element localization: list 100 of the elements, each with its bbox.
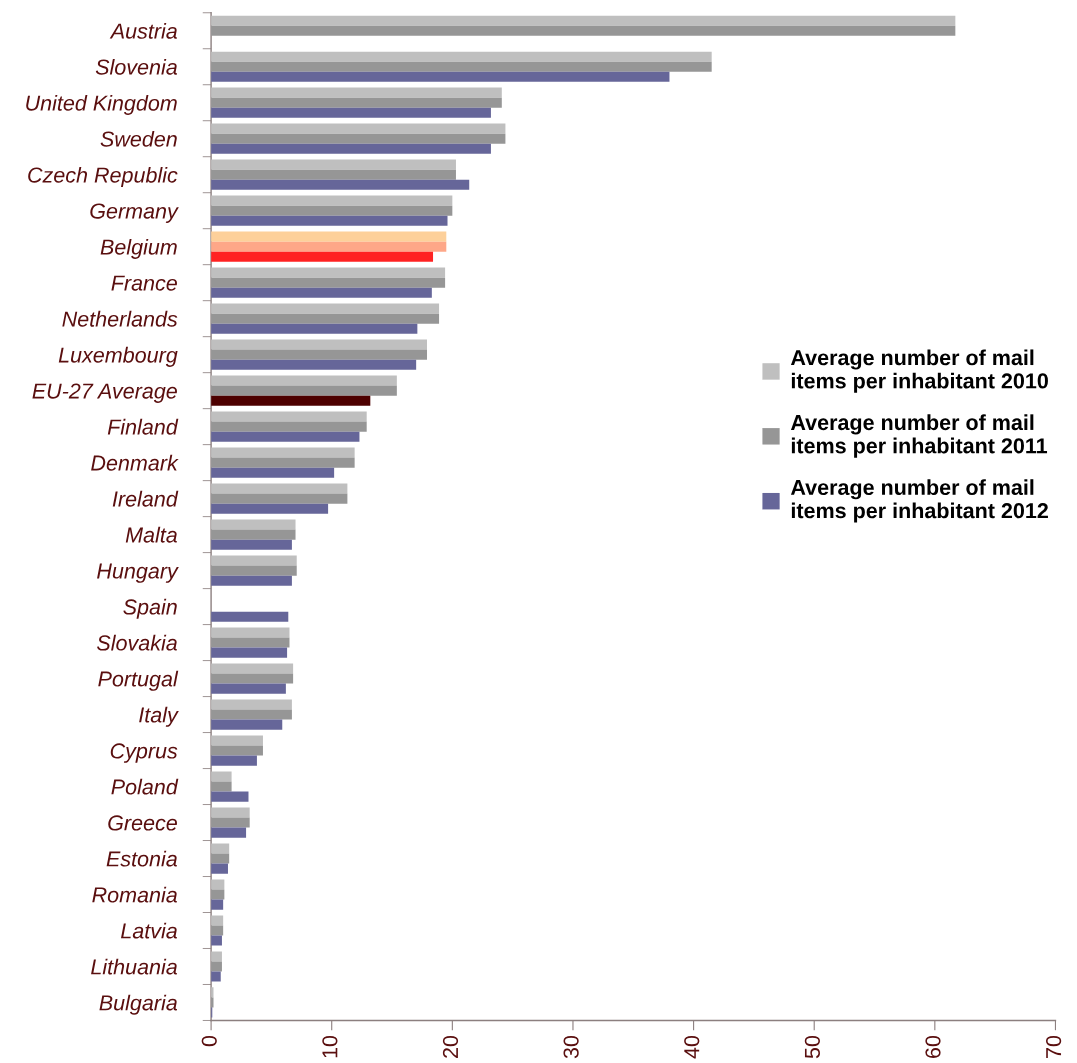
bar bbox=[211, 313, 440, 324]
bar bbox=[211, 575, 292, 586]
bar bbox=[211, 925, 224, 936]
bar bbox=[211, 899, 224, 910]
bar bbox=[211, 25, 956, 36]
bar bbox=[211, 755, 257, 766]
bar bbox=[211, 519, 296, 530]
bar bbox=[211, 15, 956, 26]
bar bbox=[211, 771, 232, 782]
bar bbox=[211, 503, 329, 514]
x-tick-label: 20 bbox=[442, 1035, 459, 1058]
bar bbox=[211, 663, 294, 674]
y-tick-label: Cyprus bbox=[110, 743, 178, 763]
bar bbox=[211, 51, 712, 62]
bar bbox=[211, 251, 434, 262]
bar bbox=[211, 555, 297, 566]
bar bbox=[211, 215, 448, 226]
legend-label: Average number of mail items per inhabitant 2012 bbox=[790, 479, 1048, 523]
bar bbox=[211, 143, 491, 154]
x-tick-label: 60 bbox=[925, 1035, 941, 1058]
x-tick-label: 40 bbox=[684, 1035, 700, 1059]
bar bbox=[211, 349, 428, 360]
y-tick-label: United Kingdom bbox=[26, 94, 177, 115]
y-tick-label: Finland bbox=[107, 418, 179, 435]
bar bbox=[211, 565, 297, 576]
bar bbox=[211, 483, 348, 494]
legend-label: Average number of mail items per inhabitant 2011 bbox=[790, 414, 1048, 458]
y-tick-label: Austria bbox=[109, 22, 178, 39]
bar bbox=[211, 827, 247, 838]
bar bbox=[211, 709, 292, 720]
bar bbox=[211, 889, 225, 900]
bar bbox=[211, 287, 432, 298]
bar bbox=[211, 107, 491, 118]
bar bbox=[211, 683, 286, 694]
bar bbox=[211, 457, 355, 468]
x-tick-label: 30 bbox=[563, 1035, 579, 1059]
bar bbox=[211, 879, 225, 890]
y-tick-label: Bulgaria bbox=[99, 994, 178, 1015]
bar bbox=[211, 699, 292, 710]
y-tick-label: Estonia bbox=[106, 850, 178, 867]
x-tick-label: 0 bbox=[201, 1035, 217, 1047]
y-tick-label: Sweden bbox=[100, 130, 177, 147]
y-tick-label: Portugal bbox=[98, 670, 179, 691]
bar bbox=[211, 385, 397, 396]
y-tick-label: Germany bbox=[90, 203, 179, 223]
bar bbox=[211, 61, 712, 72]
bar bbox=[211, 781, 232, 792]
bar bbox=[211, 71, 670, 82]
bar bbox=[211, 673, 294, 684]
bar bbox=[211, 339, 428, 350]
x-tick-label: 50 bbox=[804, 1035, 820, 1059]
bar bbox=[211, 87, 502, 98]
y-tick-label: Czech Republic bbox=[28, 166, 178, 187]
y-tick-label: Spain bbox=[123, 598, 177, 619]
bar bbox=[211, 179, 470, 190]
bar bbox=[211, 467, 335, 478]
bar bbox=[211, 529, 296, 540]
y-tick-label: Poland bbox=[111, 778, 179, 795]
y-tick-label: Italy bbox=[139, 706, 179, 727]
x-tick-label: 70 bbox=[1045, 1035, 1062, 1058]
bar bbox=[211, 169, 456, 180]
y-tick-label: Romania bbox=[92, 886, 178, 903]
bar bbox=[211, 241, 447, 252]
y-tick-label: Luxembourg bbox=[58, 346, 178, 367]
x-tick-label: 10 bbox=[322, 1035, 338, 1058]
bar bbox=[211, 791, 249, 802]
bar bbox=[211, 395, 371, 406]
bar bbox=[211, 97, 502, 108]
bar bbox=[211, 637, 290, 648]
bar bbox=[211, 375, 397, 386]
bar bbox=[211, 961, 222, 972]
bar bbox=[211, 431, 360, 442]
y-tick-label: Slovenia bbox=[95, 58, 178, 75]
y-tick-label: Latvia bbox=[120, 922, 178, 939]
bar bbox=[211, 807, 250, 818]
y-tick-label: Ireland bbox=[112, 490, 179, 507]
bar bbox=[211, 123, 506, 134]
y-tick-label: Slovakia bbox=[97, 634, 178, 651]
bar bbox=[211, 843, 230, 854]
bar bbox=[211, 539, 292, 550]
y-tick-label: Lithuania bbox=[91, 958, 178, 975]
bar bbox=[211, 971, 221, 982]
bar bbox=[211, 323, 418, 334]
y-tick-label: EU-27 Average bbox=[32, 383, 177, 403]
bar bbox=[211, 267, 446, 278]
bar bbox=[211, 133, 506, 144]
bar bbox=[211, 159, 456, 170]
y-tick-label: Belgium bbox=[100, 238, 177, 259]
bar bbox=[211, 195, 453, 206]
bar bbox=[211, 627, 290, 638]
bar bbox=[211, 231, 447, 242]
bar bbox=[211, 719, 283, 730]
bar bbox=[211, 863, 228, 874]
y-tick-label: France bbox=[111, 275, 177, 291]
y-tick-label: Greece bbox=[108, 815, 177, 831]
bar bbox=[211, 817, 250, 828]
bar bbox=[211, 935, 222, 946]
bar bbox=[211, 411, 367, 422]
bar bbox=[211, 421, 367, 432]
bar bbox=[211, 997, 214, 1008]
